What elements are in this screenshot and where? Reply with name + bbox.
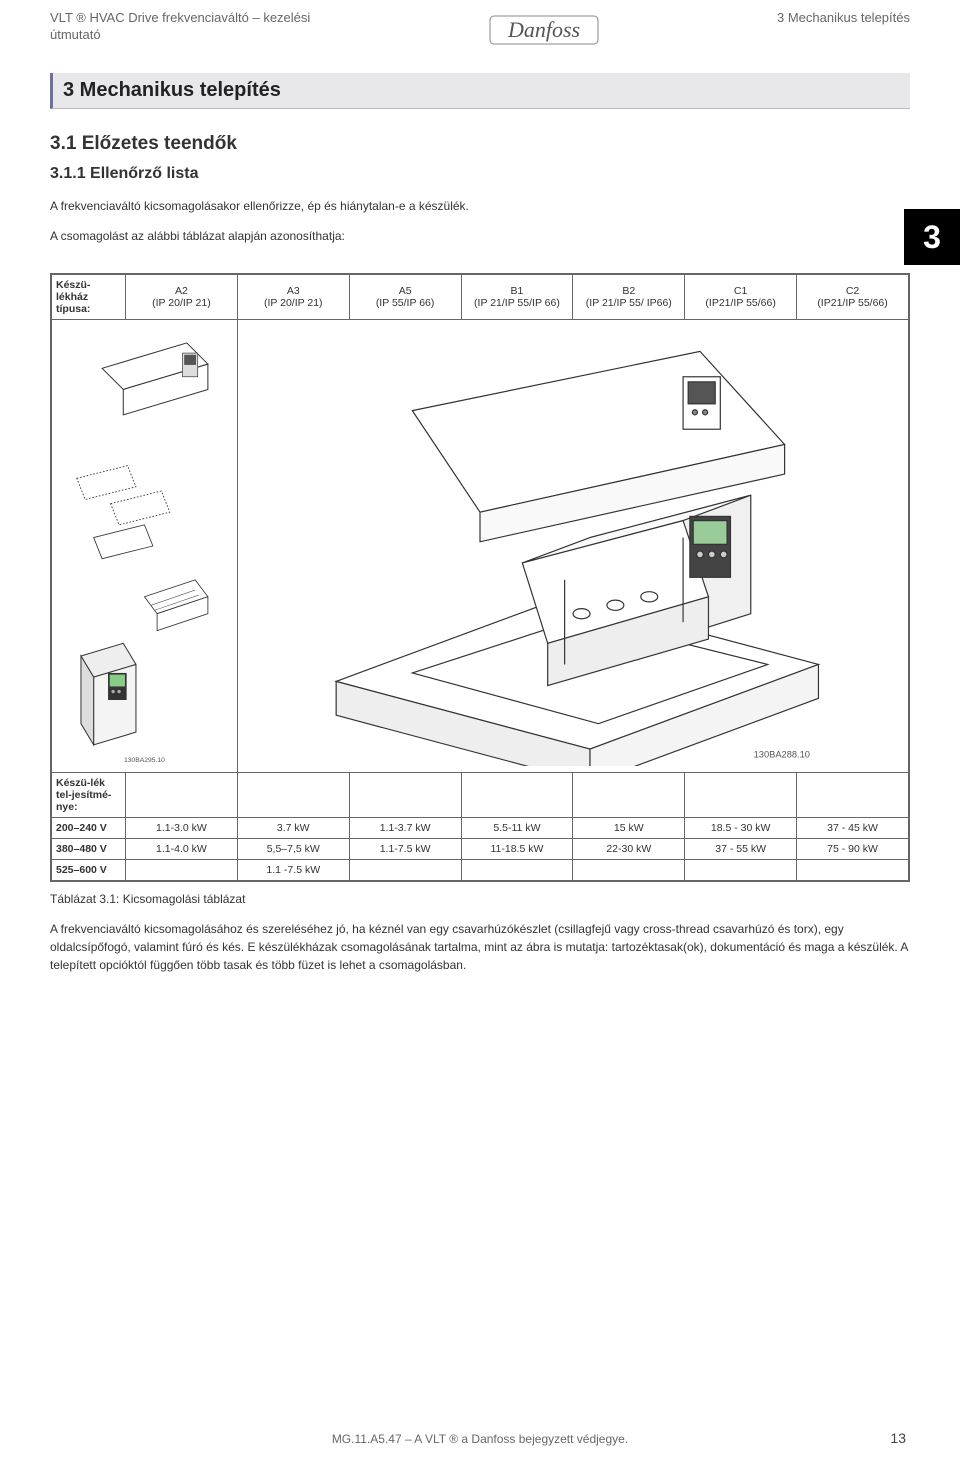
col-head-c2: C2 (IP21/IP 55/66) xyxy=(797,275,909,320)
cell: 75 - 90 kW xyxy=(797,839,909,860)
col-ip: (IP 20/IP 21) xyxy=(264,297,323,309)
cell xyxy=(349,860,461,881)
cell xyxy=(797,860,909,881)
cell: 5.5-11 kW xyxy=(461,818,573,839)
package-illustration-big: 130BA288.10 xyxy=(244,326,902,766)
illustration-left-cell: 130BA295.10 xyxy=(52,320,238,773)
table-header-row: Készü-lékház típusa: A2 (IP 20/IP 21) A3… xyxy=(52,275,909,320)
cell: 1.1-4.0 kW xyxy=(126,839,238,860)
cell: 3.7 kW xyxy=(237,818,349,839)
col-ip: (IP 21/IP 55/ IP66) xyxy=(586,297,672,309)
illustration-right-cell: 130BA288.10 xyxy=(237,320,908,773)
enclosure-type-label: Készü-lékház típusa: xyxy=(52,275,126,320)
chapter-number-badge: 3 xyxy=(904,209,960,265)
cell: 15 kW xyxy=(573,818,685,839)
col-head-a3: A3 (IP 20/IP 21) xyxy=(237,275,349,320)
col-head-b2: B2 (IP 21/IP 55/ IP66) xyxy=(573,275,685,320)
heading-3-1: 3.1 Előzetes teendők xyxy=(50,133,910,155)
cell xyxy=(685,860,797,881)
cell: 1.1-7.5 kW xyxy=(349,839,461,860)
intro-paragraph-2: A csomagolást az alábbi táblázat alapján… xyxy=(50,227,904,245)
cell: 22-30 kW xyxy=(573,839,685,860)
power-section-label: Készü-lék tel-jesítmé-nye: xyxy=(52,773,126,818)
page-header: VLT ® HVAC Drive frekvenciaváltó – kezel… xyxy=(50,10,910,57)
page-number: 13 xyxy=(890,1430,906,1446)
cell xyxy=(573,860,685,881)
col-ip: (IP 55/IP 66) xyxy=(376,297,435,309)
cell: 18.5 - 30 kW xyxy=(685,818,797,839)
illus-right-caption: 130BA288.10 xyxy=(753,750,809,760)
cell: 37 - 55 kW xyxy=(685,839,797,860)
header-left-line2: útmutató xyxy=(50,27,101,42)
power-label-row: Készü-lék tel-jesítmé-nye: xyxy=(52,773,909,818)
body-paragraph: A frekvenciaváltó kicsomagolásához és sz… xyxy=(50,920,910,974)
col-name: B2 xyxy=(622,285,635,297)
package-illustration-a2: 130BA295.10 xyxy=(58,326,231,766)
intro-paragraph-1: A frekvenciaváltó kicsomagolásakor ellen… xyxy=(50,197,910,215)
volt-range: 200–240 V xyxy=(52,818,126,839)
header-left: VLT ® HVAC Drive frekvenciaváltó – kezel… xyxy=(50,10,310,44)
header-left-line1: VLT ® HVAC Drive frekvenciaváltó – kezel… xyxy=(50,10,310,25)
col-ip: (IP 21/IP 55/IP 66) xyxy=(474,297,560,309)
col-name: A2 xyxy=(175,285,188,297)
col-name: B1 xyxy=(511,285,524,297)
volt-range: 380–480 V xyxy=(52,839,126,860)
col-name: C2 xyxy=(846,285,859,297)
svg-text:Danfoss: Danfoss xyxy=(507,17,580,42)
cell: 1.1 -7.5 kW xyxy=(237,860,349,881)
power-row-380-480: 380–480 V 1.1-4.0 kW 5,5–7,5 kW 1.1-7.5 … xyxy=(52,839,909,860)
col-head-a2: A2 (IP 20/IP 21) xyxy=(126,275,238,320)
col-name: A5 xyxy=(399,285,412,297)
header-right: 3 Mechanikus telepítés xyxy=(777,10,910,27)
packaging-table: Készü-lékház típusa: A2 (IP 20/IP 21) A3… xyxy=(50,273,910,882)
logo: Danfoss xyxy=(489,10,599,53)
footer-text: MG.11.A5.47 – A VLT ® a Danfoss bejegyze… xyxy=(0,1432,960,1446)
cell: 1.1-3.0 kW xyxy=(126,818,238,839)
col-head-a5: A5 (IP 55/IP 66) xyxy=(349,275,461,320)
illus-left-caption: 130BA295.10 xyxy=(124,757,165,764)
power-row-200-240: 200–240 V 1.1-3.0 kW 3.7 kW 1.1-3.7 kW 5… xyxy=(52,818,909,839)
section-title-bar: 3 Mechanikus telepítés xyxy=(50,73,910,109)
cell xyxy=(461,860,573,881)
col-head-b1: B1 (IP 21/IP 55/IP 66) xyxy=(461,275,573,320)
cell: 1.1-3.7 kW xyxy=(349,818,461,839)
col-ip: (IP21/IP 55/66) xyxy=(705,297,775,309)
cell: 37 - 45 kW xyxy=(797,818,909,839)
col-ip: (IP21/IP 55/66) xyxy=(817,297,887,309)
heading-3-1-1: 3.1.1 Ellenőrző lista xyxy=(50,165,910,183)
volt-range: 525–600 V xyxy=(52,860,126,881)
cell: 11-18.5 kW xyxy=(461,839,573,860)
col-name: C1 xyxy=(734,285,747,297)
col-ip: (IP 20/IP 21) xyxy=(152,297,211,309)
col-head-c1: C1 (IP21/IP 55/66) xyxy=(685,275,797,320)
illustration-row: 130BA295.10 xyxy=(52,320,909,773)
danfoss-logo-icon: Danfoss xyxy=(489,10,599,50)
table-caption: Táblázat 3.1: Kicsomagolási táblázat xyxy=(50,892,910,906)
power-row-525-600: 525–600 V 1.1 -7.5 kW xyxy=(52,860,909,881)
col-name: A3 xyxy=(287,285,300,297)
cell: 5,5–7,5 kW xyxy=(237,839,349,860)
cell xyxy=(126,860,238,881)
